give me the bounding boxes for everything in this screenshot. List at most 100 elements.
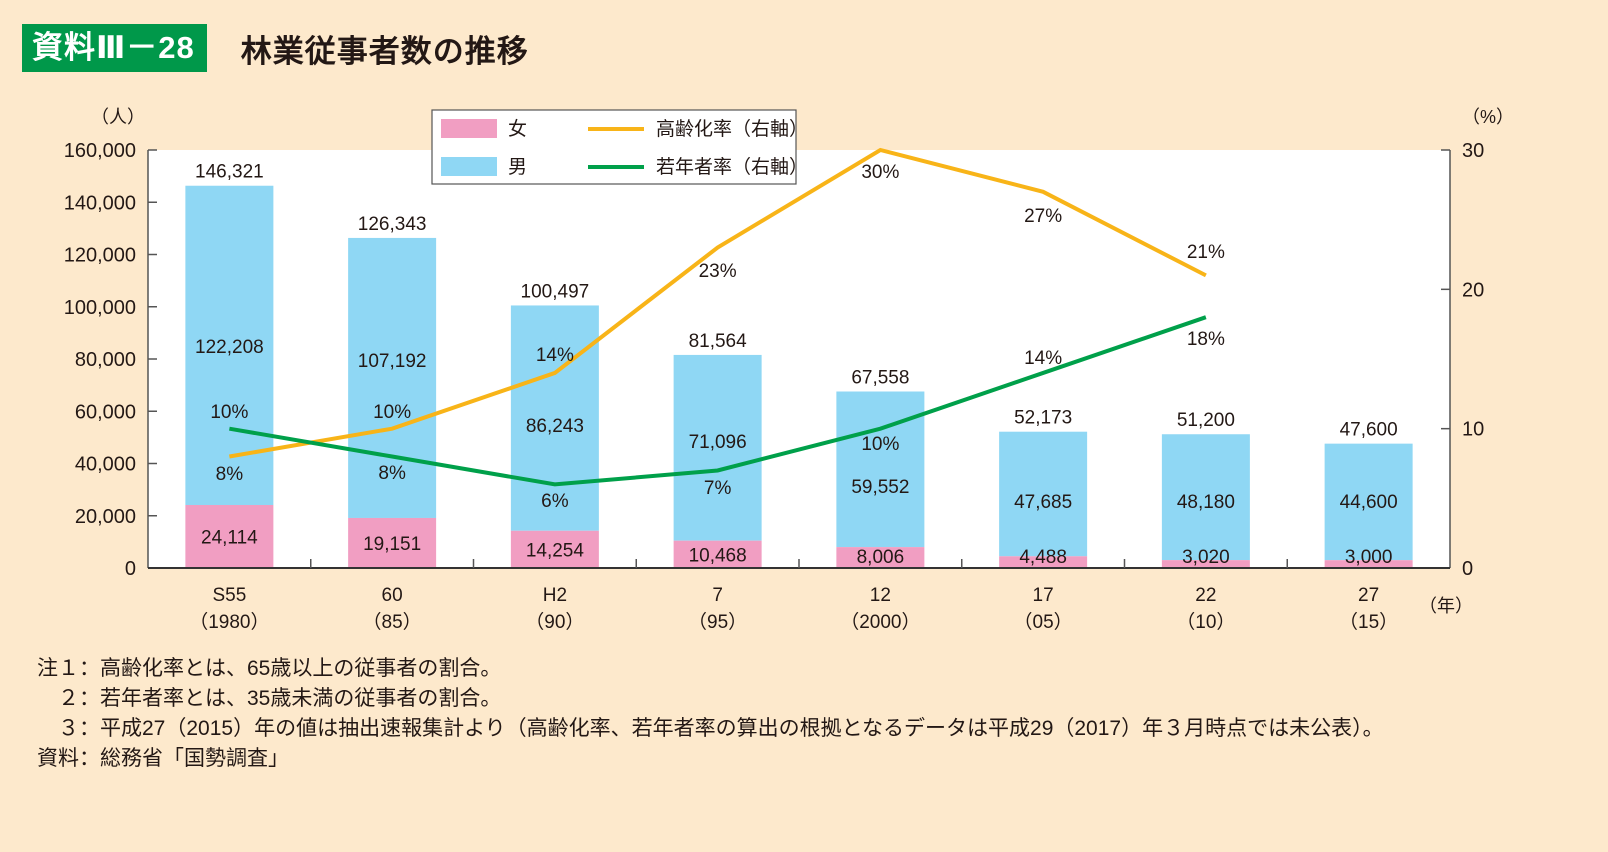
chart-title: 林業従事者数の推移 xyxy=(240,33,529,69)
left-axis-tick-label: 0 xyxy=(125,558,136,580)
right-axis-tick-label: 10 xyxy=(1462,419,1484,441)
aging-rate-label: 8% xyxy=(216,464,244,485)
note-3-text: 平成27（2015）年の値は抽出速報集計より（高齢化率、若年者率の算出の根拠とな… xyxy=(100,717,1384,740)
note-3-key: ３： xyxy=(58,717,100,740)
total-label: 52,173 xyxy=(1014,408,1072,429)
aging-rate-label: 30% xyxy=(861,162,899,183)
aging-rate-label: 21% xyxy=(1187,242,1225,263)
bar-male xyxy=(999,431,1088,557)
x-tick-label-era: 12 xyxy=(870,585,891,606)
x-tick-label-era: 60 xyxy=(382,585,403,606)
x-tick-label-year: （95） xyxy=(688,611,747,633)
youth-rate-label: 18% xyxy=(1187,329,1225,350)
bar-male xyxy=(836,391,925,548)
bar-male xyxy=(348,237,437,518)
source-row: 資料： 総務省「国勢調査」 xyxy=(22,744,1570,774)
male-label: 86,243 xyxy=(526,416,584,437)
x-axis-unit: （年） xyxy=(1419,596,1473,616)
x-tick-label-year: （1980） xyxy=(189,611,269,633)
total-label: 126,343 xyxy=(358,214,427,235)
total-label: 100,497 xyxy=(521,281,590,302)
x-tick-label-year: （85） xyxy=(363,611,422,633)
female-label: 4,488 xyxy=(1019,547,1067,568)
x-tick-label-year: （05） xyxy=(1014,611,1073,633)
x-tick-label-year: （15） xyxy=(1339,611,1398,633)
total-label: 146,321 xyxy=(195,162,264,183)
bar-male xyxy=(673,354,762,541)
total-label: 81,564 xyxy=(689,331,748,352)
x-tick-label-era: H2 xyxy=(543,585,567,606)
youth-rate-label: 14% xyxy=(1024,348,1062,369)
male-label: 122,208 xyxy=(195,337,264,358)
youth-rate-label: 10% xyxy=(210,402,248,423)
bar-male xyxy=(510,305,599,531)
female-label: 19,151 xyxy=(363,534,421,555)
bar-female xyxy=(836,547,925,568)
left-axis-tick-label: 100,000 xyxy=(64,297,136,319)
left-axis-tick-label: 140,000 xyxy=(64,192,136,214)
total-label: 51,200 xyxy=(1177,410,1235,431)
left-axis-unit: （人） xyxy=(91,107,145,127)
figure-number-badge: 資料Ⅲ－28 xyxy=(22,24,207,72)
right-axis-tick-label: 20 xyxy=(1462,279,1484,301)
legend-label-youth-rate: 若年者率（右軸） xyxy=(656,156,808,178)
male-label: 71,096 xyxy=(689,432,747,453)
legend-swatch-female xyxy=(441,119,497,138)
aging-rate-line xyxy=(229,147,1207,459)
x-tick-label-year: （10） xyxy=(1176,611,1235,633)
bar-female xyxy=(185,505,274,568)
bar-female xyxy=(673,540,762,568)
bar-female xyxy=(1324,560,1413,568)
youth-rate-label: 10% xyxy=(861,434,899,455)
legend-label-female: 女 xyxy=(508,118,527,140)
plot-area: 0 20,000 40,000 60,000 80,000 100,000 120,000 1… xyxy=(64,107,1514,633)
aging-rate-label: 23% xyxy=(699,261,737,282)
x-tick-label-era: 17 xyxy=(1033,585,1054,606)
legend-label-male: 男 xyxy=(508,157,527,178)
source-text: 総務省「国勢調査」 xyxy=(100,747,289,770)
note-2-text: 若年者率とは、35歳未満の従事者の割合。 xyxy=(100,687,502,710)
right-axis-unit: （%） xyxy=(1462,107,1514,127)
male-label: 59,552 xyxy=(851,477,909,498)
aging-rate-label: 10% xyxy=(373,402,411,423)
note-1-key: 注１： xyxy=(37,657,100,680)
bar-female xyxy=(1161,560,1250,568)
chart-svg: 0 20,000 40,000 60,000 80,000 100,000 120,000 1… xyxy=(64,107,1514,633)
male-label: 44,600 xyxy=(1340,492,1398,513)
female-label: 14,254 xyxy=(526,540,585,561)
note-1: 注１： 高齢化率とは、65歳以上の従事者の割合。 xyxy=(22,654,1570,684)
bar-male xyxy=(1324,443,1413,561)
x-tick-label-year: （2000） xyxy=(840,611,920,633)
left-axis-tick-label: 60,000 xyxy=(75,401,136,423)
female-label: 8,006 xyxy=(857,547,905,568)
right-axis-tick-label: 0 xyxy=(1462,558,1473,580)
female-label: 10,468 xyxy=(689,545,747,566)
bar-female xyxy=(999,556,1088,568)
right-axis-tick-label: 30 xyxy=(1462,140,1484,162)
legend-label-aging-rate: 高齢化率（右軸） xyxy=(656,118,808,140)
legend-swatch-male xyxy=(441,157,497,176)
note-2: ２： 若年者率とは、35歳未満の従事者の割合。 xyxy=(22,684,1570,714)
left-axis-tick-label: 80,000 xyxy=(75,349,136,371)
note-2-key: ２： xyxy=(58,687,100,710)
note-3: ３： 平成27（2015）年の値は抽出速報集計より（高齢化率、若年者率の算出の根… xyxy=(22,714,1570,744)
source-key: 資料： xyxy=(37,747,100,770)
bar-female xyxy=(510,530,599,568)
x-tick-label-year: （90） xyxy=(525,611,584,633)
plot-background xyxy=(148,150,1450,568)
left-axis-tick-label: 160,000 xyxy=(64,140,136,162)
total-label: 47,600 xyxy=(1340,420,1398,441)
male-label: 47,685 xyxy=(1014,492,1072,513)
female-label: 3,020 xyxy=(1182,547,1230,568)
legend: 女男 高齢化率（右軸） 若年者率（右軸） xyxy=(431,109,808,185)
bar-male xyxy=(1161,434,1250,561)
youth-rate-label: 6% xyxy=(541,491,569,512)
male-label: 107,192 xyxy=(358,351,427,372)
youth-rate-line xyxy=(229,315,1207,487)
x-tick-label-era: 7 xyxy=(712,585,723,606)
x-tick-label-era: 22 xyxy=(1195,585,1216,606)
notes: 注１： 高齢化率とは、65歳以上の従事者の割合。 ２： 若年者率とは、35歳未満… xyxy=(22,654,1570,774)
bar-female xyxy=(348,517,437,568)
total-label: 67,558 xyxy=(851,368,909,389)
youth-rate-label: 8% xyxy=(378,463,406,484)
